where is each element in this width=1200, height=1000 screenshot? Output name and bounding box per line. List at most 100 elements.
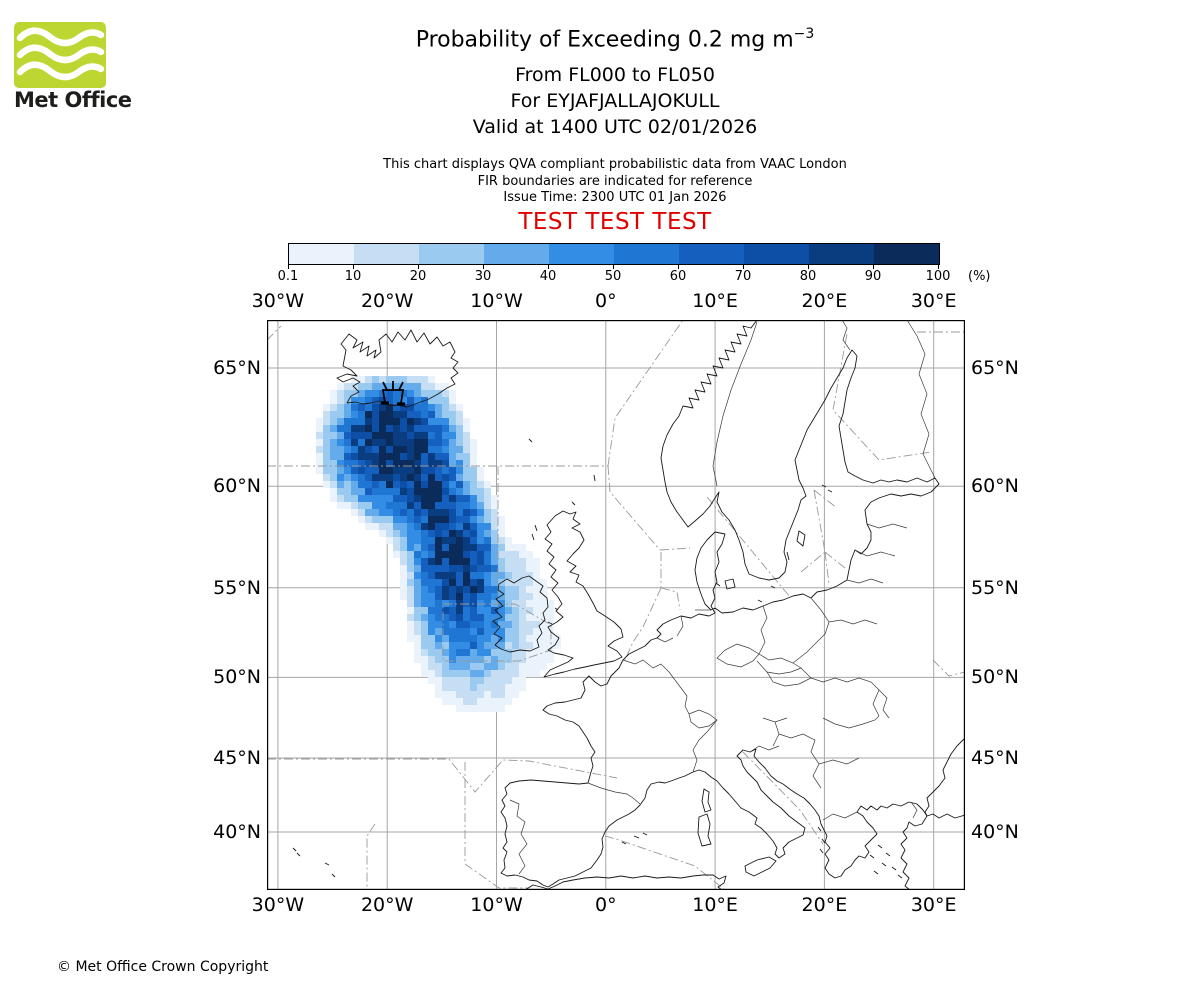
plume-cell: [533, 558, 540, 565]
plume-cell: [491, 663, 498, 670]
plume-cell: [505, 691, 512, 698]
plume-cell: [547, 614, 554, 621]
plume-cell: [442, 635, 449, 642]
plume-cell: [526, 670, 533, 677]
plume-cell: [505, 551, 512, 558]
plume-cell: [323, 453, 330, 460]
plume-cell: [456, 593, 463, 600]
plume-cell: [526, 586, 533, 593]
plume-cell: [323, 446, 330, 453]
lon-label-top: 0°: [595, 290, 617, 312]
plume-cell: [505, 579, 512, 586]
plume-cell: [470, 495, 477, 502]
plume-cell: [463, 495, 470, 502]
plume-cell: [372, 404, 379, 411]
plume-cell: [484, 523, 491, 530]
plume-cell: [519, 593, 526, 600]
plume-cell: [519, 579, 526, 586]
plume-cell: [442, 453, 449, 460]
plume-cell: [358, 390, 365, 397]
europe-mainland-coast: [500, 319, 966, 888]
plume-cell: [393, 488, 400, 495]
plume-cell: [449, 698, 456, 705]
plume-cell: [463, 523, 470, 530]
plume-cell: [379, 495, 386, 502]
plume-cell: [400, 474, 407, 481]
plume-cell: [337, 390, 344, 397]
plume-cell: [498, 684, 505, 691]
plume-cell: [512, 642, 519, 649]
plume-cell: [407, 628, 414, 635]
plume-cell: [351, 439, 358, 446]
plume-cell: [456, 572, 463, 579]
plume-cell: [477, 614, 484, 621]
plume-cell: [407, 418, 414, 425]
plume-cell: [477, 684, 484, 691]
plume-cell: [428, 467, 435, 474]
plume-cell: [442, 446, 449, 453]
plume-cell: [435, 586, 442, 593]
plume-cell: [414, 642, 421, 649]
plume-cell: [400, 516, 407, 523]
colorbar-tick: [548, 264, 549, 269]
plume-cell: [477, 642, 484, 649]
small-islands: [292, 438, 903, 879]
plume-cell: [519, 586, 526, 593]
plume-cell: [379, 425, 386, 432]
plume-cell: [540, 614, 547, 621]
plume-cell: [470, 670, 477, 677]
plume-cell: [463, 460, 470, 467]
plume-cell: [428, 523, 435, 530]
plume-cell: [526, 579, 533, 586]
plume-cell: [449, 425, 456, 432]
plume-cell: [470, 572, 477, 579]
plume-cell: [477, 628, 484, 635]
plume-cell: [554, 642, 561, 649]
plume-cell: [393, 404, 400, 411]
colorbar-tick-label: 80: [799, 269, 817, 284]
plume-cell: [456, 698, 463, 705]
plume-cell: [386, 474, 393, 481]
plume-cell: [414, 656, 421, 663]
plume-cell: [365, 481, 372, 488]
plume-cell: [456, 425, 463, 432]
plume-cell: [435, 411, 442, 418]
plume-cell: [456, 432, 463, 439]
plume-cell: [540, 607, 547, 614]
plume-cell: [442, 649, 449, 656]
plume-cell: [316, 418, 323, 425]
plume-cell: [400, 460, 407, 467]
plume-cell: [351, 502, 358, 509]
plume-cell: [407, 593, 414, 600]
plume-cell: [337, 460, 344, 467]
plume-cell: [337, 418, 344, 425]
plume-cell: [323, 481, 330, 488]
colorbar-tick: [418, 264, 419, 269]
plume-cell: [449, 439, 456, 446]
plume-cell: [435, 474, 442, 481]
plume-cell: [540, 621, 547, 628]
plume-cell: [407, 404, 414, 411]
plume-cell: [463, 586, 470, 593]
plume-cell: [498, 544, 505, 551]
plume-cell: [470, 579, 477, 586]
plume-cell: [435, 516, 442, 523]
colorbar-segment-9: [874, 244, 939, 264]
plume-cell: [435, 488, 442, 495]
plume-cell: [358, 467, 365, 474]
plume-cell: [372, 425, 379, 432]
plume-cell: [449, 621, 456, 628]
plume-cell: [379, 376, 386, 383]
plume-cell: [421, 425, 428, 432]
plume-cell: [386, 495, 393, 502]
plume-cell: [407, 467, 414, 474]
lat-label-right: 65°N: [971, 357, 1019, 379]
sicily: [744, 856, 777, 877]
plume-cell: [421, 544, 428, 551]
plume-cell: [491, 509, 498, 516]
plume-cell: [400, 411, 407, 418]
plume-cell: [421, 621, 428, 628]
plume-cell: [372, 446, 379, 453]
plume-cell: [491, 544, 498, 551]
lat-label-left: 45°N: [213, 747, 261, 769]
